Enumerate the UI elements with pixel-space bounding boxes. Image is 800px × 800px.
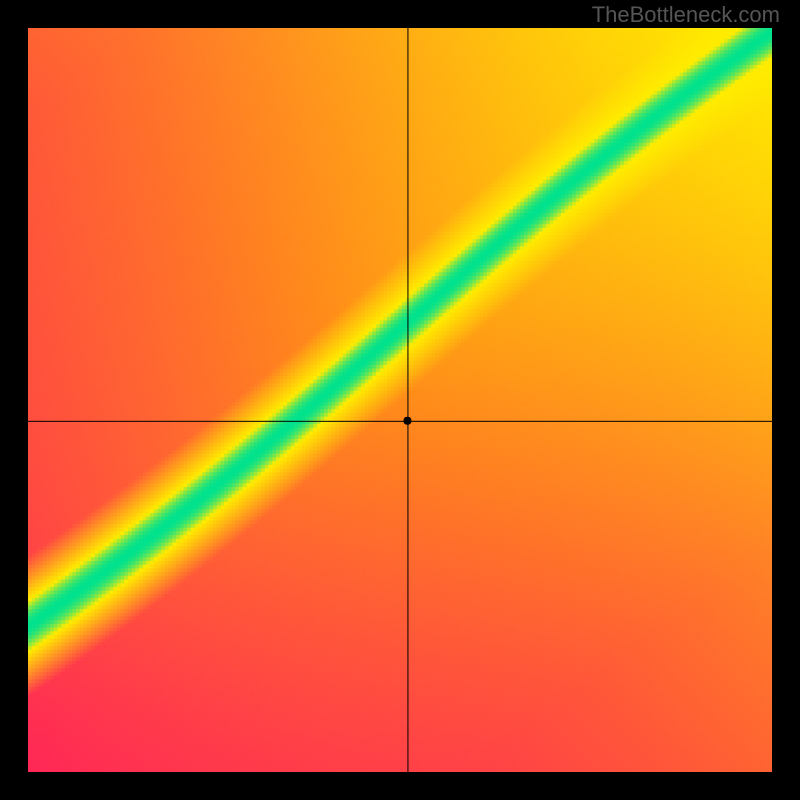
bottleneck-heatmap: [28, 28, 772, 772]
plot-area: [28, 28, 772, 772]
chart-container: TheBottleneck.com: [0, 0, 800, 800]
watermark-text: TheBottleneck.com: [592, 2, 780, 28]
